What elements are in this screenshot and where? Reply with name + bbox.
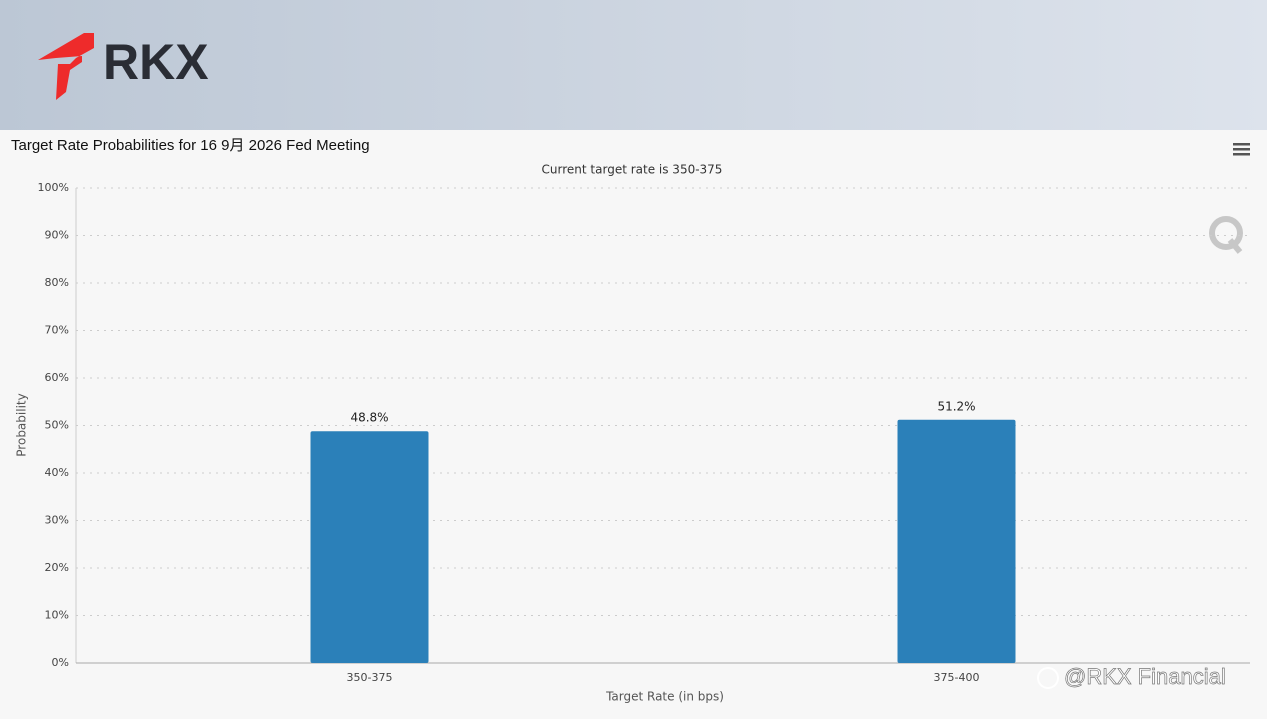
- data-label: 51.2%: [937, 399, 975, 413]
- plot: 0% 10% 20% 30% 40% 50% 60% 70% 80% 90% 100% 350-375…: [38, 181, 1250, 684]
- x-tick-label: 350-375: [347, 671, 393, 684]
- y-tick-label: 30%: [45, 514, 69, 527]
- y-tick-label: 20%: [45, 561, 69, 574]
- menu-icon[interactable]: [1233, 143, 1250, 156]
- y-tick-label: 100%: [38, 181, 69, 194]
- bar: [897, 419, 1016, 663]
- x-axis-label: Target Rate (in bps): [605, 690, 724, 704]
- chart-background: [0, 130, 1267, 719]
- y-tick-label: 40%: [45, 466, 69, 479]
- header-band: [0, 0, 1267, 130]
- data-label: 48.8%: [350, 411, 388, 425]
- y-axis-label: Probability: [15, 393, 29, 456]
- bar: [310, 431, 429, 663]
- y-tick-label: 10%: [45, 609, 69, 622]
- y-tick-label: 60%: [45, 371, 69, 384]
- chart-title: Target Rate Probabilities for 16 9月 2026…: [11, 137, 370, 154]
- q-tail: [1227, 238, 1243, 254]
- x-tick-label: 375-400: [934, 671, 980, 684]
- y-tick-label: 80%: [45, 276, 69, 289]
- y-tick-label: 0%: [52, 656, 69, 669]
- menu-bar: [1233, 153, 1250, 156]
- y-tick-label: 50%: [45, 419, 69, 432]
- logo-text: RKX: [103, 34, 209, 90]
- y-tick-label: 90%: [45, 229, 69, 242]
- y-tick-label: 70%: [45, 324, 69, 337]
- menu-bar: [1233, 148, 1250, 151]
- chart-subtitle: Current target rate is 350-375: [542, 163, 723, 177]
- menu-bar: [1233, 143, 1250, 146]
- watermark-icon: [1037, 667, 1059, 689]
- watermark-text: @RKX Financial: [1064, 664, 1226, 689]
- logo-mark: [38, 33, 94, 100]
- q-ring: [1209, 216, 1243, 250]
- q-watermark: [1209, 216, 1243, 254]
